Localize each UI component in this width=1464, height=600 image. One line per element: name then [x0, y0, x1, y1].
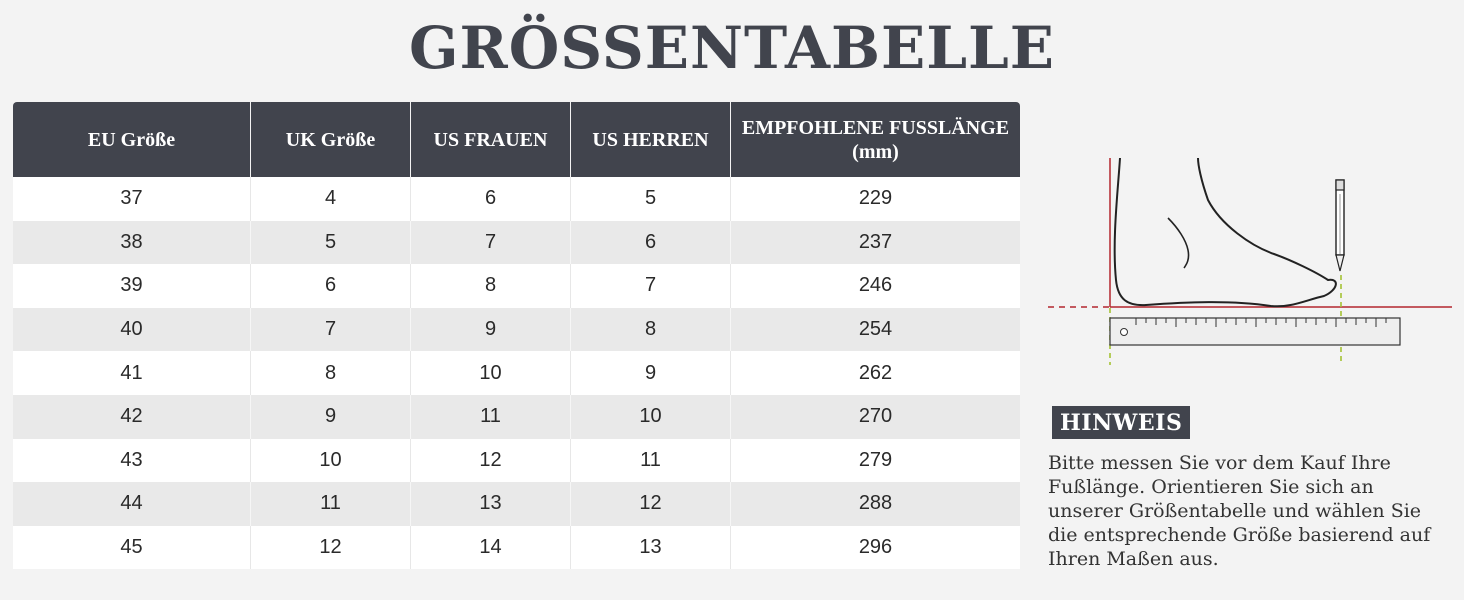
header-eu-size: EU Größe — [13, 102, 251, 177]
foot-outline — [1113, 157, 1337, 308]
cell-foot-length: 262 — [731, 351, 1020, 395]
cell-eu: 37 — [13, 177, 251, 221]
cell-eu: 40 — [13, 307, 251, 352]
cell-eu: 39 — [13, 264, 251, 308]
cell-eu: 42 — [13, 394, 251, 439]
cell-uk: 9 — [251, 394, 411, 439]
cell-foot-length: 296 — [731, 525, 1020, 570]
cell-us-men: 7 — [571, 264, 731, 308]
cell-uk: 6 — [251, 264, 411, 308]
cell-eu: 41 — [13, 351, 251, 395]
foot-measuring-icon — [1048, 157, 1452, 365]
cell-us-women: 8 — [411, 264, 571, 308]
cell-eu: 44 — [13, 482, 251, 526]
cell-us-men: 10 — [571, 394, 731, 439]
table-row: 43 10 12 11 279 — [13, 438, 1020, 483]
note-text: Bitte messen Sie vor dem Kauf Ihre Fußlä… — [1048, 452, 1431, 570]
cell-foot-length: 229 — [731, 177, 1020, 221]
cell-us-men: 13 — [571, 525, 731, 570]
cell-foot-length: 237 — [731, 220, 1020, 265]
cell-uk: 4 — [251, 177, 411, 221]
header-us-men: US HERREN — [571, 102, 731, 177]
size-table: EU Größe UK Größe US FRAUEN US HERREN EM… — [13, 102, 1020, 570]
cell-eu: 45 — [13, 525, 251, 570]
cell-uk: 12 — [251, 525, 411, 570]
table-header-row: EU Größe UK Größe US FRAUEN US HERREN EM… — [13, 102, 1020, 177]
ankle-line — [1167, 217, 1190, 269]
ruler-icon — [1109, 317, 1401, 346]
cell-uk: 5 — [251, 220, 411, 265]
cell-uk: 11 — [251, 482, 411, 526]
cell-eu: 38 — [13, 220, 251, 265]
table-row: 40 7 9 8 254 — [13, 307, 1020, 352]
table-row: 45 12 14 13 296 — [13, 525, 1020, 570]
note-heading: HINWEIS — [1052, 406, 1191, 439]
header-us-women: US FRAUEN — [411, 102, 571, 177]
cell-us-women: 14 — [411, 525, 571, 570]
header-uk-size: UK Größe — [251, 102, 411, 177]
table-row: 42 9 11 10 270 — [13, 394, 1020, 439]
cell-us-women: 12 — [411, 438, 571, 483]
table-row: 38 5 7 6 237 — [13, 220, 1020, 265]
cell-us-women: 13 — [411, 482, 571, 526]
cell-uk: 10 — [251, 438, 411, 483]
cell-foot-length: 288 — [731, 482, 1020, 526]
cell-us-men: 6 — [571, 220, 731, 265]
cell-us-men: 5 — [571, 177, 731, 221]
table-row: 41 8 10 9 262 — [13, 351, 1020, 395]
cell-foot-length: 246 — [731, 264, 1020, 308]
cell-foot-length: 279 — [731, 438, 1020, 483]
table-row: 37 4 6 5 229 — [13, 177, 1020, 221]
cell-us-men: 8 — [571, 307, 731, 352]
cell-us-women: 10 — [411, 351, 571, 395]
table-row: 44 11 13 12 288 — [13, 482, 1020, 526]
cell-foot-length: 270 — [731, 394, 1020, 439]
pencil-icon — [1335, 179, 1345, 272]
cell-us-women: 6 — [411, 177, 571, 221]
cell-uk: 8 — [251, 351, 411, 395]
cell-us-women: 11 — [411, 394, 571, 439]
cell-us-men: 9 — [571, 351, 731, 395]
cell-us-women: 7 — [411, 220, 571, 265]
page-title: GRÖSSENTABELLE — [409, 14, 1055, 82]
table-row: 39 6 8 7 246 — [13, 264, 1020, 308]
cell-us-women: 9 — [411, 307, 571, 352]
cell-us-men: 11 — [571, 438, 731, 483]
cell-us-men: 12 — [571, 482, 731, 526]
cell-uk: 7 — [251, 307, 411, 352]
cell-foot-length: 254 — [731, 307, 1020, 352]
cell-eu: 43 — [13, 438, 251, 483]
header-foot-length: EMPFOHLENE FUSSLÄNGE (mm) — [731, 102, 1020, 177]
